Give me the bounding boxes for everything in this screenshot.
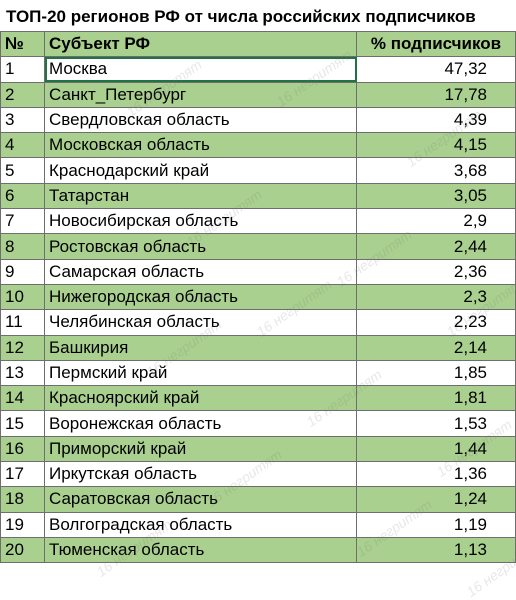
subscriber-percent: 2,23 bbox=[356, 309, 516, 336]
table-row: 18 Саратовская область 1,24 bbox=[0, 486, 516, 513]
subscriber-percent: 1,81 bbox=[356, 385, 516, 412]
subscriber-percent: 4,39 bbox=[356, 106, 516, 134]
region-name: Пермский край bbox=[44, 359, 357, 387]
column-header: Субъект РФ bbox=[44, 30, 357, 58]
row-number: 12 bbox=[0, 334, 45, 361]
table-row: 13 Пермский край 1,85 bbox=[0, 359, 516, 387]
region-name: Свердловская область bbox=[44, 106, 357, 134]
region-name: Челябинская область bbox=[44, 309, 357, 336]
subscriber-percent: 17,78 bbox=[356, 81, 516, 108]
subscriber-percent: 2,36 bbox=[356, 258, 516, 285]
column-header: % подписчиков bbox=[356, 30, 516, 58]
regions-table: № Субъект РФ % подписчиков 1 Москва 47,32 2… bbox=[0, 30, 516, 564]
subscriber-percent: 1,53 bbox=[356, 410, 516, 437]
region-name: Ростовская область bbox=[44, 233, 357, 260]
row-number: 4 bbox=[0, 132, 45, 159]
subscriber-percent: 1,36 bbox=[356, 461, 516, 488]
row-number: 3 bbox=[0, 106, 45, 134]
region-name: Красноярский край bbox=[44, 385, 357, 412]
table-row: 7 Новосибирская область 2,9 bbox=[0, 208, 516, 235]
subscriber-percent: 2,14 bbox=[356, 334, 516, 361]
region-name: Приморский край bbox=[44, 435, 357, 463]
row-number: 14 bbox=[0, 385, 45, 412]
region-name: Башкирия bbox=[44, 334, 357, 361]
table-row: 3 Свердловская область 4,39 bbox=[0, 106, 516, 134]
subscriber-percent: 1,13 bbox=[356, 536, 516, 564]
table-row: 4 Московская область 4,15 bbox=[0, 132, 516, 159]
table-row: 9 Самарская область 2,36 bbox=[0, 258, 516, 285]
table-row: 16 Приморский край 1,44 bbox=[0, 435, 516, 463]
table-row: 17 Иркутская область 1,36 bbox=[0, 461, 516, 488]
region-name: Тюменская область bbox=[44, 536, 357, 564]
header-row: № Субъект РФ % подписчиков bbox=[0, 30, 516, 58]
subscriber-percent: 1,19 bbox=[356, 511, 516, 538]
region-name: Татарстан bbox=[44, 182, 357, 210]
row-number: 19 bbox=[0, 511, 45, 538]
table-row: 5 Краснодарский край 3,68 bbox=[0, 157, 516, 184]
table-row: 1 Москва 47,32 bbox=[0, 56, 516, 83]
table-row: 10 Нижегородская область 2,3 bbox=[0, 283, 516, 311]
row-number: 9 bbox=[0, 258, 45, 285]
table-row: 8 Ростовская область 2,44 bbox=[0, 233, 516, 260]
region-name: Самарская область bbox=[44, 258, 357, 285]
table-row: 2 Санкт_Петербург 17,78 bbox=[0, 81, 516, 108]
region-name: Волгоградская область bbox=[44, 511, 357, 538]
region-name: Новосибирская область bbox=[44, 208, 357, 235]
region-name: Воронежская область bbox=[44, 410, 357, 437]
subscriber-percent: 1,44 bbox=[356, 435, 516, 463]
row-number: 13 bbox=[0, 359, 45, 387]
table-row: 19 Волгоградская область 1,19 bbox=[0, 511, 516, 538]
row-number: 7 bbox=[0, 208, 45, 235]
row-number: 6 bbox=[0, 182, 45, 210]
row-number: 11 bbox=[0, 309, 45, 336]
row-number: 8 bbox=[0, 233, 45, 260]
subscriber-percent: 47,32 bbox=[356, 56, 516, 83]
region-name: Иркутская область bbox=[44, 461, 357, 488]
row-number: 18 bbox=[0, 486, 45, 513]
table-row: 20 Тюменская область 1,13 bbox=[0, 536, 516, 564]
row-number: 2 bbox=[0, 81, 45, 108]
subscriber-percent: 3,68 bbox=[356, 157, 516, 184]
subscriber-percent: 2,44 bbox=[356, 233, 516, 260]
column-header: № bbox=[0, 30, 45, 58]
region-name: Московская область bbox=[44, 132, 357, 159]
row-number: 15 bbox=[0, 410, 45, 437]
subscriber-percent: 1,85 bbox=[356, 359, 516, 387]
row-number: 10 bbox=[0, 283, 45, 311]
row-number: 5 bbox=[0, 157, 45, 184]
subscriber-percent: 2,9 bbox=[356, 208, 516, 235]
region-name: Краснодарский край bbox=[44, 157, 357, 184]
row-number: 20 bbox=[0, 536, 45, 564]
row-number: 17 bbox=[0, 461, 45, 488]
subscriber-percent: 1,24 bbox=[356, 486, 516, 513]
table-title: ТОП-20 регионов РФ от числа российских п… bbox=[6, 7, 476, 26]
region-name: Санкт_Петербург bbox=[44, 81, 357, 108]
table-row: 6 Татарстан 3,05 bbox=[0, 182, 516, 210]
page: ТОП-20 регионов РФ от числа российских п… bbox=[0, 7, 516, 600]
row-number: 1 bbox=[0, 56, 45, 83]
region-name: Москва bbox=[44, 56, 357, 83]
table-row: 11 Челябинская область 2,23 bbox=[0, 309, 516, 336]
region-name: Нижегородская область bbox=[44, 283, 357, 311]
region-name: Саратовская область bbox=[44, 486, 357, 513]
subscriber-percent: 3,05 bbox=[356, 182, 516, 210]
row-number: 16 bbox=[0, 435, 45, 463]
table-row: 15 Воронежская область 1,53 bbox=[0, 410, 516, 437]
table-row: 12 Башкирия 2,14 bbox=[0, 334, 516, 361]
subscriber-percent: 2,3 bbox=[356, 283, 516, 311]
subscriber-percent: 4,15 bbox=[356, 132, 516, 159]
table-row: 14 Красноярский край 1,81 bbox=[0, 385, 516, 412]
